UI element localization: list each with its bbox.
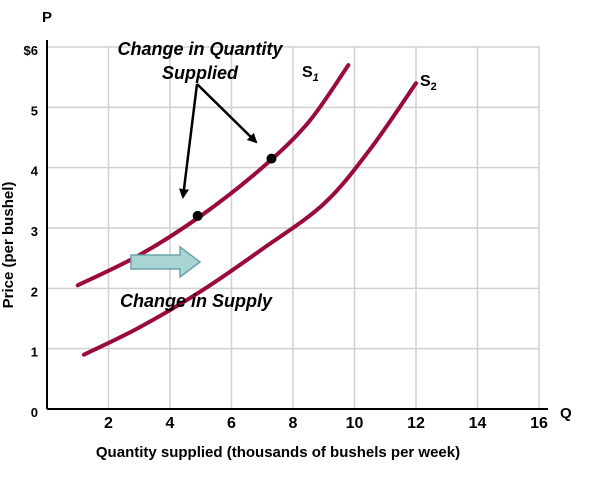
y-tick-label: 4 bbox=[31, 164, 39, 179]
x-axis-label: Quantity supplied (thousands of bushels … bbox=[96, 444, 460, 461]
x-tick-label: 10 bbox=[346, 415, 364, 432]
x-tick-label: 16 bbox=[530, 415, 548, 432]
shift-arrow-icon bbox=[130, 245, 202, 279]
quantity-arrow-2 bbox=[196, 83, 258, 144]
x-tick-label: 14 bbox=[469, 415, 487, 432]
quantity-point-1 bbox=[192, 210, 203, 221]
y-tick-label: 3 bbox=[31, 224, 38, 239]
y-tick-label: 2 bbox=[31, 284, 38, 299]
y-tick-label: $6 bbox=[24, 43, 38, 58]
x-tick-label: 4 bbox=[166, 415, 175, 432]
x-axis-symbol: Q bbox=[560, 405, 572, 422]
grid bbox=[47, 46, 540, 409]
s1-label: S1 bbox=[302, 64, 319, 84]
y-tick-labels: 0 1 2 3 4 5 $6 bbox=[24, 43, 39, 420]
x-tick-label: 12 bbox=[407, 415, 425, 432]
y-axis-label: Price (per bushel) bbox=[0, 182, 17, 309]
supply-curve-2 bbox=[81, 81, 418, 357]
quantity-arrow-1 bbox=[179, 83, 199, 199]
y-tick-label: 1 bbox=[31, 345, 38, 360]
y-axis-symbol: P bbox=[42, 9, 52, 26]
x-tick-label: 8 bbox=[289, 415, 298, 432]
change-in-quantity-supplied-title-line1: Change in Quantity bbox=[117, 39, 283, 59]
change-in-supply-label: Change in Supply bbox=[120, 291, 273, 311]
change-in-quantity-supplied-title-line2: Supplied bbox=[162, 63, 239, 83]
highlighted-points bbox=[192, 153, 277, 221]
x-tick-label: 6 bbox=[227, 415, 236, 432]
supply-curves bbox=[75, 63, 418, 357]
y-tick-label: 0 bbox=[31, 405, 38, 420]
quantity-point-2 bbox=[266, 153, 277, 164]
y-tick-label: 5 bbox=[31, 103, 38, 118]
s2-label: S2 bbox=[420, 73, 437, 93]
x-tick-labels: 2 4 6 8 10 12 14 16 bbox=[104, 415, 548, 432]
x-tick-label: 2 bbox=[104, 415, 113, 432]
